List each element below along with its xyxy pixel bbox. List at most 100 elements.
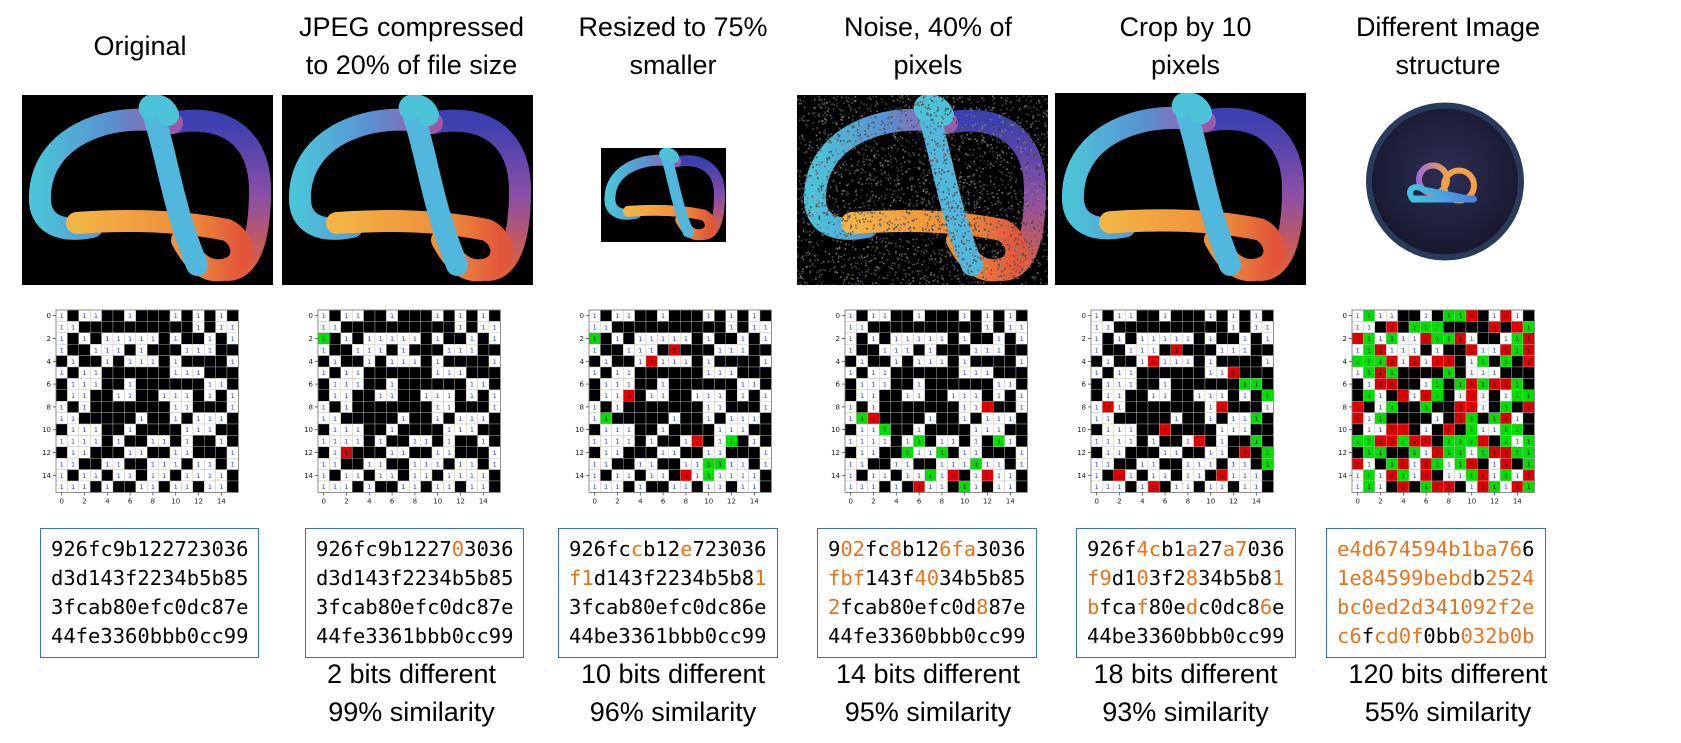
bit-value: 1 — [871, 403, 875, 411]
bit-cell — [992, 321, 1005, 333]
bit-value: 1 — [71, 381, 75, 389]
bit-cell — [1181, 309, 1194, 322]
bit-value: 1 — [718, 426, 722, 434]
bit-cell — [443, 355, 455, 368]
bit-cell — [363, 389, 376, 402]
bit-cell — [1261, 423, 1274, 436]
bit-cell — [146, 412, 159, 425]
bit-value: 1 — [1435, 358, 1439, 366]
hash-chars: 44be3361bbb0cc99 — [569, 624, 767, 648]
bit-cell — [634, 412, 647, 425]
bit-value: 1 — [1492, 449, 1496, 457]
x-tick-label: 2 — [871, 497, 875, 505]
bits-different-label: 10 bits different — [580, 659, 766, 689]
bit-value: 1 — [684, 460, 688, 468]
hash-chars: 926f — [1087, 537, 1137, 561]
y-tick-label: 8 — [309, 403, 313, 411]
bit-cell — [454, 480, 467, 493]
bit-value: 1 — [1020, 403, 1024, 411]
bit-value: 1 — [424, 472, 428, 480]
hash-chars: b12 — [643, 537, 681, 561]
bit-value: 1 — [672, 415, 676, 423]
bit-value: 1 — [1243, 472, 1247, 480]
bit-value: 1 — [1140, 460, 1144, 468]
bit-value: 1 — [940, 460, 944, 468]
bit-cell — [1136, 321, 1149, 333]
bit-cell — [386, 457, 399, 470]
bit-cell — [181, 332, 193, 345]
bit-cell — [1125, 389, 1137, 402]
hash-box: 902fc8b126fa3036 fbf143f4034b5b85 2fcab80e… — [817, 528, 1037, 658]
bit-cell — [181, 309, 193, 322]
bit-cell — [1170, 469, 1183, 482]
bit-cell — [725, 332, 738, 345]
x-tick-label: 14 — [1252, 497, 1261, 505]
bit-value: 1 — [185, 449, 189, 457]
bit-cell — [714, 332, 726, 345]
column-crop: Crop by 10 pixels 1 1 1 1 1 1 1 1 1 1 1 1 1 1 1 1 1 1 1 1 1 1 1 1… — [1053, 0, 1318, 743]
bit-cell — [913, 344, 926, 356]
bit-cell — [408, 309, 421, 322]
bit-cell — [759, 469, 772, 482]
bit-cell — [611, 344, 624, 356]
bit-value: 1 — [1266, 403, 1270, 411]
hash-chars: 34b5b85 — [939, 566, 1026, 590]
bit-value: 1 — [729, 460, 733, 468]
bit-cell — [397, 321, 410, 333]
bit-value: 1 — [1117, 335, 1121, 343]
bit-cell — [408, 321, 421, 333]
bit-value: 1 — [940, 438, 944, 446]
bit-value: 1 — [94, 438, 98, 446]
bit-value: 1 — [481, 472, 485, 480]
bit-cell — [1004, 344, 1017, 356]
bit-value: 1 — [917, 312, 921, 320]
bit-value: 1 — [128, 358, 132, 366]
bit-value: 1 — [208, 335, 212, 343]
bit-value: 1 — [764, 403, 768, 411]
bit-cell — [1004, 423, 1017, 436]
bit-cell — [759, 435, 772, 448]
bit-cell — [1193, 423, 1206, 436]
bit-value: 1 — [638, 460, 642, 468]
bit-value: 1 — [208, 426, 212, 434]
bit-value: 1 — [1243, 381, 1247, 389]
bit-cell — [1227, 355, 1240, 368]
bit-cell — [1015, 412, 1028, 425]
bit-cell — [1147, 446, 1160, 459]
bit-value: 1 — [367, 358, 371, 366]
hash-changed-chars: e4d674594b1ba76 — [1337, 537, 1523, 561]
bit-value: 1 — [1356, 403, 1360, 411]
bit-value: 1 — [928, 472, 932, 480]
bit-value: 1 — [661, 392, 665, 400]
bit-value: 1 — [139, 346, 143, 354]
bit-cell — [657, 400, 670, 413]
bit-cell — [420, 446, 433, 459]
bit-value: 1 — [1095, 346, 1099, 354]
bit-cell — [1397, 446, 1410, 459]
bit-value: 1 — [493, 358, 497, 366]
bit-value: 1 — [1020, 392, 1024, 400]
bit-value: 1 — [436, 392, 440, 400]
bit-value: 1 — [1186, 472, 1190, 480]
bit-cell — [623, 412, 635, 425]
bit-cell — [1454, 480, 1467, 493]
bit-value: 1 — [60, 369, 64, 377]
bits-different-label: 120 bits different — [1348, 659, 1548, 689]
bit-cell — [340, 321, 353, 333]
hash-chars: 3036 — [464, 537, 514, 561]
bit-cell — [90, 480, 102, 493]
bit-value: 1 — [764, 449, 768, 457]
hash-chars: e — [1272, 595, 1285, 619]
bit-value: 1 — [174, 403, 178, 411]
bit-value: 1 — [333, 392, 337, 400]
x-tick-label: 6 — [1163, 497, 1168, 505]
bit-value: 1 — [860, 381, 864, 389]
hash-line: 926fc9b122723036 — [51, 535, 248, 564]
bit-value: 1 — [940, 483, 944, 491]
bit-cell — [488, 366, 501, 379]
bit-cell — [748, 446, 761, 459]
x-tick-label: 12 — [456, 497, 465, 505]
bit-value: 1 — [928, 346, 932, 354]
bit-value: 1 — [894, 483, 898, 491]
bit-value: 1 — [672, 335, 676, 343]
